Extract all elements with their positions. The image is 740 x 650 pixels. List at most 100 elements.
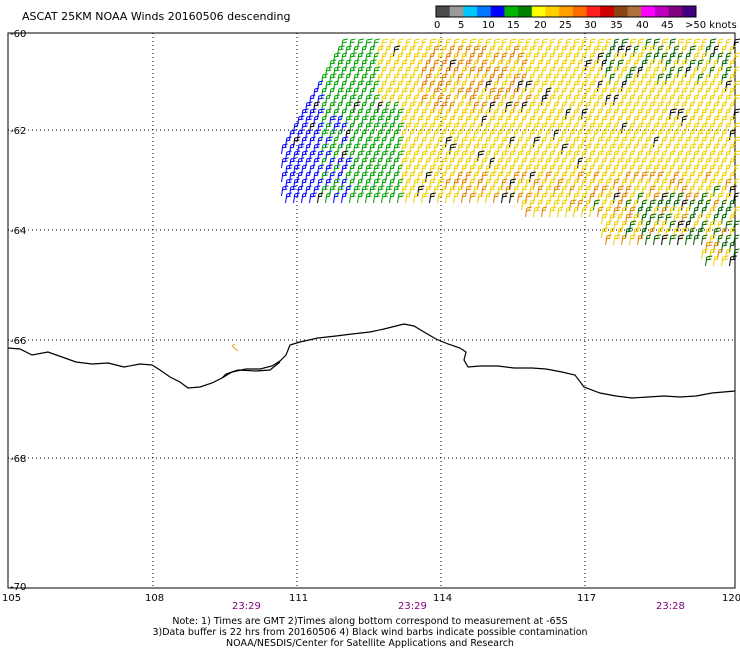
wind-barb	[677, 136, 684, 148]
legend-swatch	[449, 6, 464, 17]
wind-barb	[697, 59, 704, 71]
wind-barb	[713, 199, 720, 211]
wind-barb	[285, 164, 293, 176]
wind-barb	[597, 94, 604, 106]
wind-barb	[613, 108, 620, 120]
wind-barb	[709, 80, 716, 92]
wind-barb	[393, 157, 400, 169]
wind-barb	[481, 129, 489, 141]
wind-barb	[577, 59, 584, 71]
wind-barb	[597, 164, 604, 176]
wind-barb	[685, 122, 692, 134]
wind-barb	[525, 122, 533, 134]
wind-barb	[709, 94, 716, 106]
wind-barb	[293, 122, 300, 134]
wind-barb	[637, 234, 645, 246]
wind-barb	[613, 178, 620, 190]
wind-barb	[705, 101, 712, 113]
wind-barb	[493, 164, 501, 176]
wind-barb	[373, 94, 381, 106]
wind-barb	[557, 52, 565, 64]
wind-barb	[517, 164, 524, 176]
wind-barb	[581, 108, 589, 120]
wind-barb	[441, 101, 449, 113]
wind-barb	[325, 150, 333, 162]
wind-barb	[549, 192, 557, 204]
wind-barb	[593, 59, 601, 71]
legend-label: 25	[559, 20, 572, 31]
wind-barb	[537, 59, 545, 71]
wind-barb	[489, 115, 497, 127]
wind-barb	[637, 94, 644, 106]
wind-barb	[525, 150, 532, 162]
wind-barb	[701, 52, 708, 64]
wind-barb	[449, 87, 457, 99]
wind-barb	[333, 136, 339, 148]
wind-barb	[517, 66, 525, 78]
wind-barb	[421, 108, 428, 120]
wind-barb	[581, 122, 588, 134]
wind-barb	[669, 234, 677, 246]
wind-barb	[569, 143, 576, 155]
wind-barb	[629, 66, 637, 78]
wind-barb	[397, 66, 404, 78]
wind-barb	[617, 73, 624, 85]
wind-barb	[569, 171, 577, 183]
wind-barb	[581, 178, 588, 190]
wind-barb	[437, 80, 445, 92]
wind-barb	[645, 66, 652, 78]
wind-barb	[685, 38, 693, 50]
wind-barb	[401, 143, 409, 155]
wind-barb	[669, 220, 677, 232]
wind-barb	[349, 122, 356, 134]
wind-barb	[661, 192, 669, 204]
wind-barb	[441, 143, 448, 155]
legend-swatch	[559, 6, 574, 17]
wind-barb	[437, 38, 444, 50]
wind-barb	[645, 108, 652, 120]
wind-barb	[473, 129, 480, 141]
wind-barb	[653, 108, 660, 120]
wind-barb	[689, 73, 696, 85]
wind-barb	[325, 164, 333, 176]
wind-barb	[357, 108, 364, 120]
wind-barb	[357, 150, 365, 162]
wind-barb	[529, 171, 536, 183]
wind-barb	[537, 101, 545, 113]
wind-barb	[397, 192, 405, 204]
wind-barb	[649, 45, 657, 57]
wind-barb	[405, 66, 412, 78]
wind-barb	[585, 59, 593, 71]
wind-barb	[437, 94, 445, 106]
wind-barb	[633, 129, 640, 141]
wind-barb	[301, 122, 309, 134]
wind-barb	[425, 185, 433, 197]
wind-barb	[289, 143, 296, 155]
wind-barb	[429, 38, 437, 50]
wind-barb	[645, 178, 652, 190]
wind-barb	[721, 241, 729, 253]
wind-barb	[633, 87, 640, 99]
wind-barb	[733, 80, 740, 92]
wind-barb	[357, 94, 364, 106]
wind-barb	[545, 157, 553, 169]
wind-barb	[613, 52, 621, 64]
wind-barb	[673, 185, 680, 197]
wind-barb	[621, 192, 629, 204]
wind-barb	[361, 129, 368, 141]
wind-barb	[341, 164, 349, 176]
wind-barb	[505, 185, 512, 197]
wind-barb	[425, 171, 433, 183]
wind-barb	[717, 80, 724, 92]
wind-barb	[605, 52, 612, 64]
wind-barb	[689, 129, 697, 141]
wind-barb	[673, 213, 681, 225]
wind-barb	[473, 171, 481, 183]
wind-barb	[629, 80, 637, 92]
wind-barb	[573, 150, 581, 162]
wind-barb	[637, 178, 644, 190]
wind-barb	[669, 52, 677, 64]
wind-barb	[517, 94, 524, 106]
wind-barb	[649, 129, 657, 141]
wind-barb	[649, 59, 656, 71]
